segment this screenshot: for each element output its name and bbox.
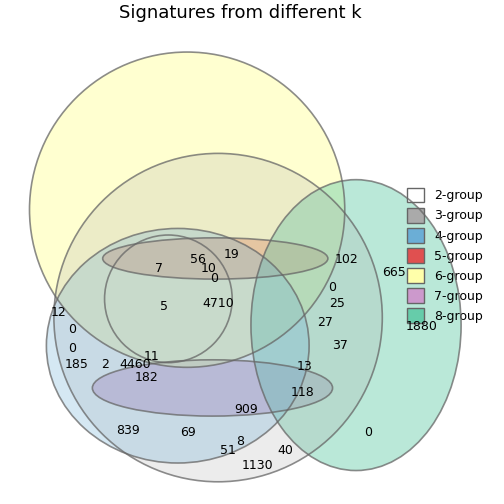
Text: 102: 102 [335,253,358,266]
Text: 118: 118 [291,386,314,399]
Text: 0: 0 [364,425,372,438]
Text: 37: 37 [332,339,348,352]
Text: 0: 0 [210,272,218,285]
Text: 56: 56 [191,253,206,266]
Text: 0: 0 [68,323,76,336]
Ellipse shape [92,360,333,416]
Ellipse shape [251,179,461,471]
Text: 12: 12 [51,306,67,320]
Text: 8: 8 [236,435,244,448]
Ellipse shape [103,238,328,279]
Text: 11: 11 [144,350,159,363]
Text: 2: 2 [101,358,108,371]
Text: 51: 51 [220,445,235,457]
Text: 4710: 4710 [202,297,234,310]
Text: 1130: 1130 [242,459,273,472]
Text: 0: 0 [68,342,76,355]
Text: 10: 10 [201,262,217,275]
Text: 4460: 4460 [120,358,151,371]
Text: 27: 27 [317,316,333,329]
Ellipse shape [54,153,383,482]
Text: 185: 185 [65,358,88,371]
Text: 69: 69 [180,425,196,438]
Text: 665: 665 [382,266,405,279]
Text: 19: 19 [223,248,239,261]
Text: 182: 182 [135,371,159,384]
Text: 1880: 1880 [406,321,437,334]
Text: 7: 7 [155,262,163,275]
Text: 909: 909 [234,403,258,416]
Text: 0: 0 [329,281,337,294]
Title: Signatures from different k: Signatures from different k [119,5,362,22]
Text: 40: 40 [278,445,294,457]
Ellipse shape [46,228,309,463]
Text: 13: 13 [296,360,312,373]
Text: 5: 5 [160,300,168,313]
Text: 839: 839 [116,424,140,436]
Ellipse shape [30,52,345,367]
Legend: 2-group, 3-group, 4-group, 5-group, 6-group, 7-group, 8-group: 2-group, 3-group, 4-group, 5-group, 6-gr… [403,184,487,327]
Text: 25: 25 [329,297,345,310]
